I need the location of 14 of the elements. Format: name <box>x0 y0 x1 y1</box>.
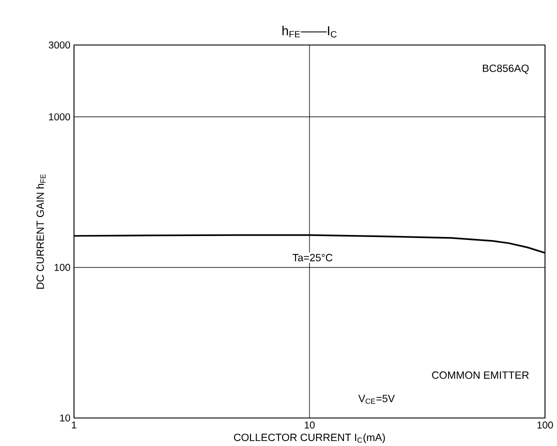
y-tick-label: 3000 <box>48 41 70 49</box>
x-tick-label: 1 <box>72 422 76 428</box>
annotation: V$_{CE}$=5V <box>358 394 395 404</box>
y-tick-label: 100 <box>54 264 70 271</box>
y-tick-label: 1000 <box>49 113 70 120</box>
annotation: Ta=25°C <box>292 254 332 262</box>
x-tick-label: 10 <box>304 422 315 429</box>
annotation: COMMON EMITTER <box>432 371 529 379</box>
x-tick-label: 100 <box>537 422 553 429</box>
annotation: BC856AQ <box>482 64 529 74</box>
x-axis-title: COLLECTOR CURRENT I$_{C}$(mA) <box>234 433 385 444</box>
y-tick-label: 10 <box>60 414 70 422</box>
y-axis-title: DC CURRENT GAIN h$_{FE}$ <box>36 174 46 289</box>
chart-title: h$_{FE}$——I$_{C}$ <box>282 26 337 38</box>
